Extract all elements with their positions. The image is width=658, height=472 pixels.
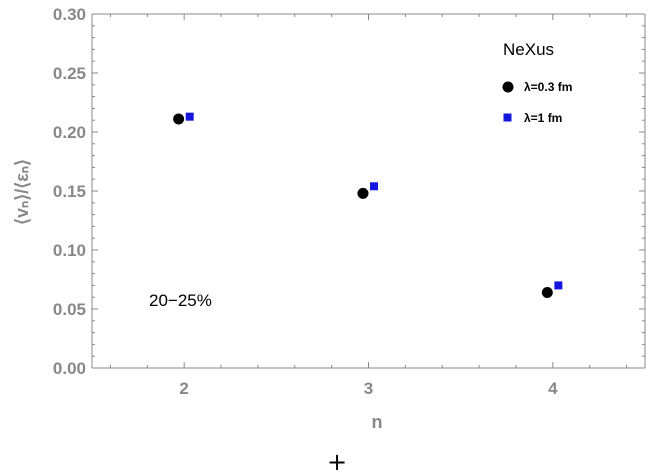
y-axis-title: ⟨vₙ⟩/⟨εₙ⟩	[12, 159, 32, 225]
y-tick-label: 0.20	[53, 123, 86, 142]
x-axis-ticks: 2 3 4	[109, 14, 628, 398]
data-point-circle	[357, 187, 369, 199]
x-tick-label: 3	[364, 379, 373, 398]
legend-title: NeXus	[503, 40, 554, 59]
data-point-circle	[173, 113, 185, 125]
legend-marker-square	[503, 113, 512, 122]
legend-marker-circle	[502, 81, 514, 93]
legend-label-lambda-0-3: λ=0.3 fm	[524, 80, 572, 94]
cursor-crosshair: +	[327, 448, 347, 472]
plot-frame	[91, 13, 646, 369]
y-tick-label: 0.30	[53, 5, 86, 24]
data-points	[173, 112, 563, 298]
y-tick-label: 0.10	[53, 241, 86, 260]
centrality-annotation: 20−25%	[149, 291, 212, 310]
data-point-square	[554, 281, 563, 290]
x-tick-label: 2	[179, 379, 188, 398]
data-point-square	[185, 112, 194, 121]
y-tick-label: 0.25	[53, 64, 86, 83]
y-tick-label: 0.05	[53, 300, 86, 319]
legend-label-lambda-1: λ=1 fm	[524, 111, 562, 125]
y-axis-ticks: 0.00 0.05 0.10 0.15 0.20 0.25 0.30	[53, 5, 645, 378]
data-point-square	[370, 182, 379, 191]
y-tick-label: 0.00	[53, 359, 86, 378]
x-tick-label: 4	[548, 379, 558, 398]
data-point-circle	[541, 286, 553, 298]
y-tick-label: 0.15	[53, 182, 86, 201]
x-axis-title: n	[372, 412, 383, 432]
